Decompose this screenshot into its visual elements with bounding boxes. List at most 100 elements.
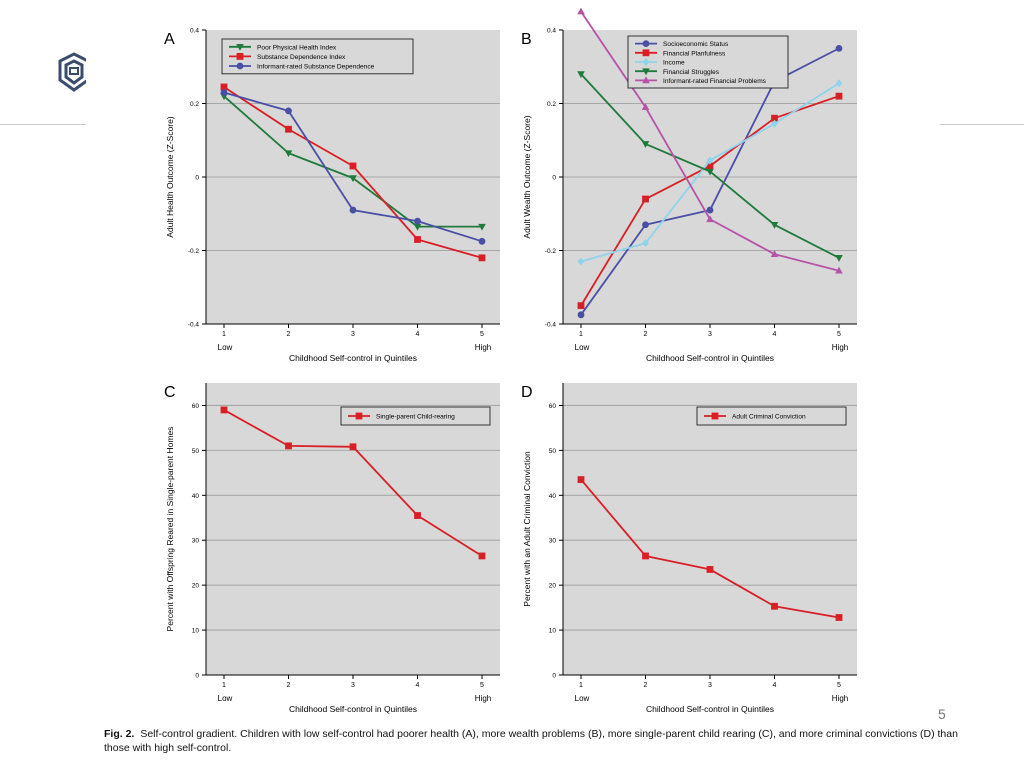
panel-b-series-3-point: [835, 79, 843, 88]
panel-a-legend-label: Poor Physical Health Index: [257, 44, 337, 51]
panel-d-series-1-point: [835, 614, 843, 621]
panel-b: -0.4 -0.2 0 0.2 0.4 1 2 3 4 5 Low High Childhood Sel…: [521, 7, 857, 363]
panel-a-series-2-point: [349, 162, 357, 170]
panel-d-x-axis-title: Childhood Self-control in Quintiles: [646, 704, 774, 714]
panel-d-y-tick-label: 20: [549, 583, 557, 590]
panel-b-series-4-point: [641, 141, 650, 148]
panel-b-series-2-point: [642, 195, 649, 203]
panel-a-series-2-point: [478, 254, 486, 262]
panel-d-legend-label: Adult Criminal Conviction: [732, 414, 806, 421]
panel-c-y-tick-label: 40: [192, 493, 200, 500]
panel-d-series-1-point: [642, 552, 649, 560]
panel-a-legend-box: [221, 38, 414, 75]
panel-d-y-tick-label: 0: [552, 673, 556, 680]
panel-a-series-2-point: [220, 83, 228, 91]
panel-c-x-tick-label: 1: [222, 682, 226, 689]
panel-a-series-1-point: [284, 150, 293, 158]
panel-a-series-2-point: [414, 236, 421, 243]
panel-b-series-2-point: [771, 114, 778, 122]
panel-b-x-tick-label: 1: [579, 331, 583, 338]
panel-a-series-3-point: [478, 237, 486, 245]
panel-c-series-1-point: [478, 552, 486, 560]
panel-b-series-4-point: [577, 71, 585, 79]
panel-a-x-tick-label: 3: [351, 331, 355, 338]
panel-b-x-tick-label: 3: [708, 331, 712, 338]
panel-c-x-axis-title: Childhood Self-control in Quintiles: [289, 704, 417, 714]
panel-d-x-tick-label: 4: [773, 682, 777, 689]
panel-b-x-low-label: Low: [575, 343, 590, 352]
panel-d: 0 10 20 30 40 50 60 1 2 3 4 5 Low High Childhood Self-…: [521, 383, 857, 714]
panel-b-legend-swatch-marker: [642, 40, 650, 47]
panel-b-series-1-point: [577, 311, 585, 319]
panel-a-y-tick-label: -0.4: [188, 322, 200, 329]
panel-b-series-2-point: [577, 302, 585, 310]
panel-c-legend-label: Single-parent Child-rearing: [376, 414, 455, 421]
panel-b-series-3-point: [771, 119, 778, 128]
panel-a-x-low-label: Low: [218, 343, 233, 352]
panel-d-y-tick-label: 10: [549, 628, 557, 635]
panel-b-y-tick-label: 0.4: [547, 28, 556, 35]
panel-c-x-tick-label: 4: [416, 682, 420, 689]
panel-b-x-tick-label: 2: [644, 331, 648, 338]
panel-c-series-1-point: [349, 443, 357, 451]
panel-b-series-1-point: [835, 44, 843, 52]
panel-b-x-axis-title: Childhood Self-control in Quintiles: [646, 353, 774, 363]
panel-a-x-tick-label: 4: [416, 331, 420, 338]
panel-b-series-5-point: [835, 266, 843, 274]
panel-c: 0 10 20 30 40 50 60 1 2 3 4 5 Low High Childhood Self-…: [164, 383, 500, 714]
panel-a-series-3-point: [414, 217, 421, 225]
panel-b-series-4-point: [835, 255, 843, 262]
panel-d-y-tick-label: 60: [549, 403, 557, 410]
panel-b-legend-label: Informant-rated Financial Problems: [663, 78, 767, 85]
panel-d-series-1-point: [577, 476, 585, 483]
panel-b-series-3-point: [577, 257, 585, 266]
panel-d-legend-swatch-marker: [711, 412, 719, 420]
panel-d-x-tick-label: 1: [579, 682, 583, 689]
panel-c-legend-box: [340, 406, 491, 426]
panel-c-x-tick-label: 2: [287, 682, 291, 689]
panel-b-series-5-point: [770, 250, 779, 257]
panel-a-y-tick-label: 0.2: [190, 101, 199, 108]
panel-a-y-tick-label: 0.4: [190, 28, 199, 35]
panel-a-x-tick-label: 2: [287, 331, 291, 338]
panel-c-series-1-point: [285, 442, 292, 450]
panel-b-legend-swatch-marker: [642, 49, 650, 57]
left-divider-line: [0, 124, 140, 125]
panel-a-series-1-point: [413, 223, 422, 231]
panel-c-x-high-label: High: [475, 694, 491, 703]
panel-b-legend-label: Financial Planfulness: [663, 50, 726, 57]
panel-b-y-tick-label: -0.4: [545, 322, 557, 329]
right-divider-line: [940, 124, 1024, 125]
panel-a-y-tick-label: 0: [195, 175, 199, 182]
panel-b-series-3-point: [706, 156, 714, 165]
panel-d-y-tick-label: 40: [549, 493, 557, 500]
panel-a-x-axis-title: Childhood Self-control in Quintiles: [289, 353, 417, 363]
panel-a-legend-swatch-marker: [236, 62, 244, 70]
panel-d-x-tick-label: 3: [708, 682, 712, 689]
panel-b-legend-swatch-marker: [642, 58, 650, 66]
panel-b-legend-label: Socioeconomic Status: [663, 41, 729, 48]
panel-a-series-1-point: [478, 223, 486, 231]
panel-c-series-1-point: [414, 512, 421, 519]
panel-b-series-4-point: [706, 168, 714, 176]
panel-b-series-2-point: [835, 92, 843, 100]
panel-b-series-2-point: [706, 162, 714, 170]
panel-a-x-tick-label: 1: [222, 331, 226, 338]
panel-d-x-low-label: Low: [575, 694, 590, 703]
panel-c-y-tick-label: 30: [192, 538, 200, 545]
panel-d-legend-box: [696, 406, 847, 426]
panel-c-y-tick-label: 60: [192, 403, 200, 410]
panel-c-letter: C: [164, 384, 176, 401]
figure-caption: Fig. 2. Self-control gradient. Children w…: [104, 727, 964, 755]
panel-d-x-tick-label: 5: [837, 682, 841, 689]
panel-c-legend-swatch-marker: [355, 412, 363, 420]
panel-b-series-5-point: [641, 103, 650, 110]
panel-c-y-axis-title: Percent with Offspring Reared in Single-…: [165, 427, 175, 632]
panel-b-legend-swatch-marker: [642, 76, 650, 84]
panel-a-y-axis-title: Adult Health Outcome (Z-Score): [165, 116, 175, 238]
panel-b-series-5-point: [577, 7, 585, 15]
panel-b-series-5-point: [706, 215, 714, 223]
panel-a-y-tick-label: -0.2: [188, 248, 200, 255]
panel-d-series-1-point: [771, 602, 778, 610]
